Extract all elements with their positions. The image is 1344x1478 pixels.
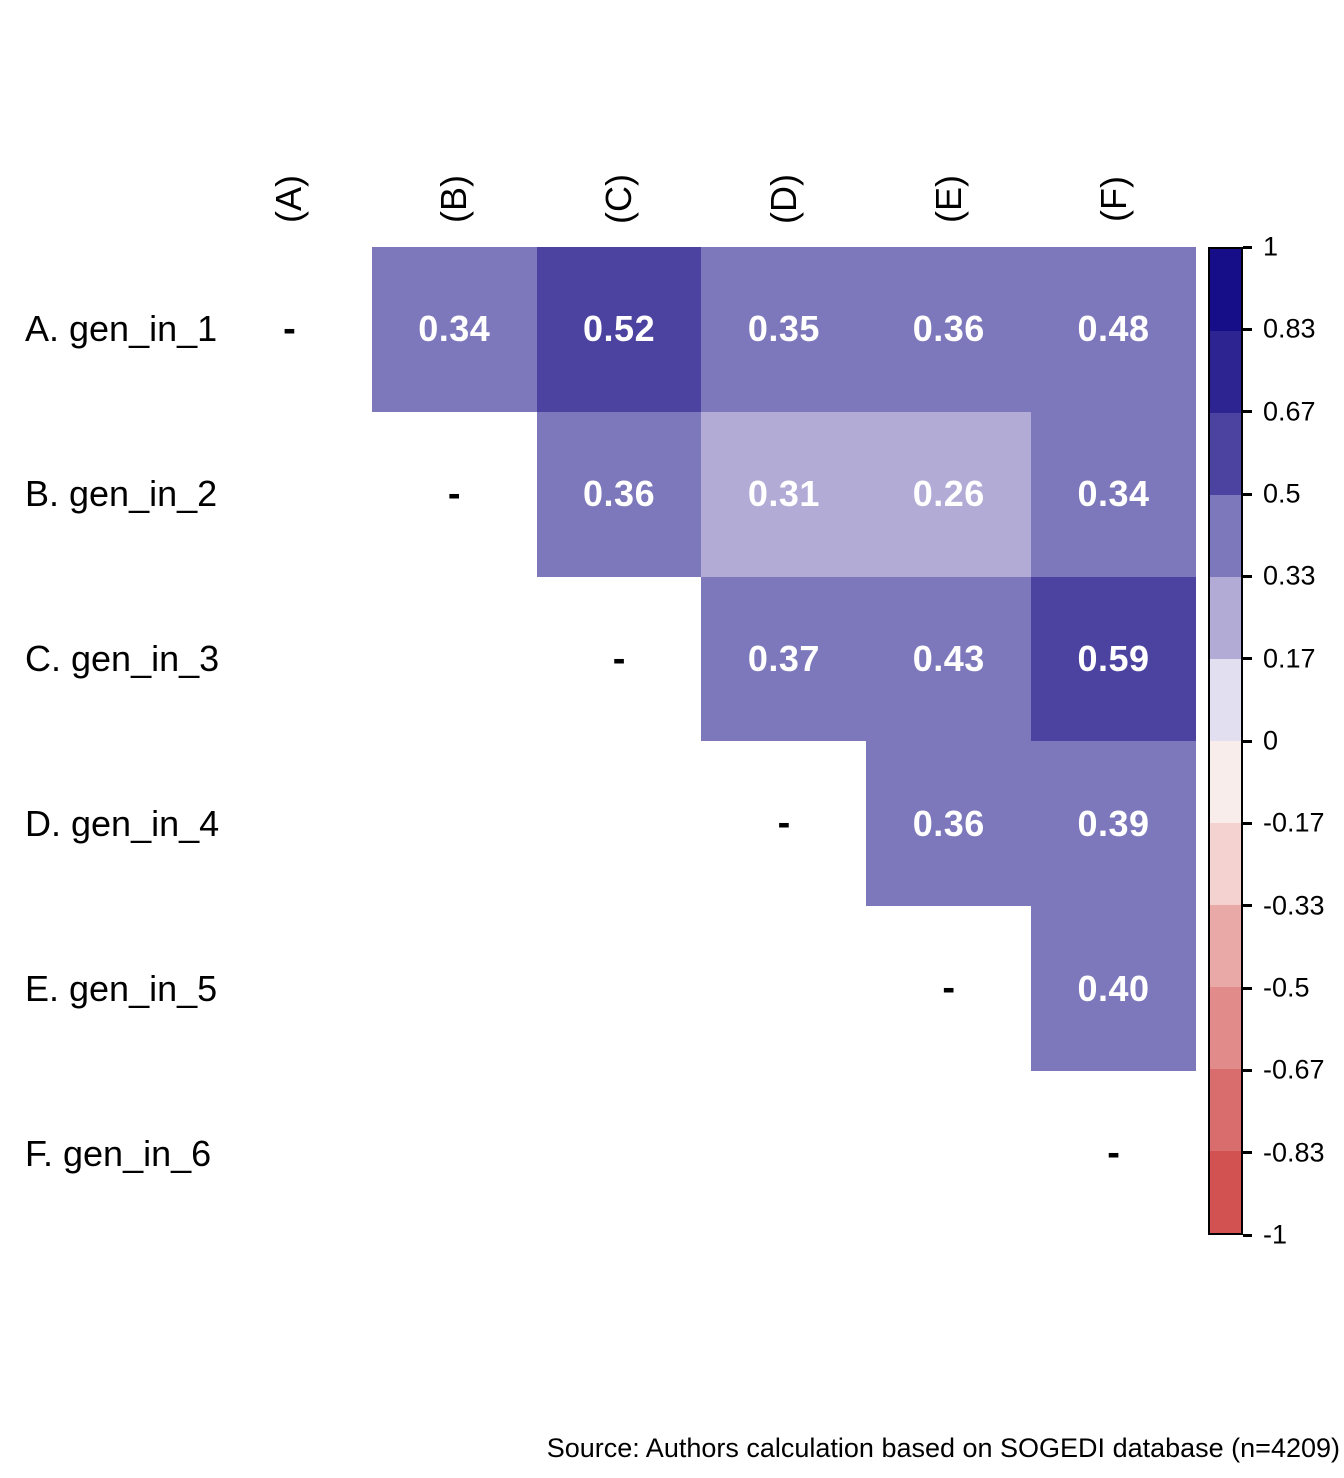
heatmap-cell: 0.36: [866, 247, 1032, 412]
colorbar-tick-label: -0.67: [1263, 1054, 1325, 1085]
cell-value: 0.34: [418, 308, 491, 350]
column-label: (D): [762, 174, 804, 224]
cell-value: 0.35: [747, 308, 820, 350]
colorbar-segment: [1210, 905, 1241, 987]
cell-value: 0.37: [747, 638, 820, 680]
heatmap-cell: 0.37: [701, 576, 867, 742]
heatmap-cell: 0.39: [1031, 741, 1196, 907]
colorbar-segment: [1210, 1151, 1241, 1233]
colorbar-segment: [1210, 741, 1241, 823]
heatmap-cell: 0.36: [536, 411, 702, 577]
colorbar-segment: [1210, 1069, 1241, 1151]
colorbar-tick-label: -0.5: [1263, 972, 1310, 1003]
diagonal-cell: -: [1031, 1071, 1196, 1236]
row-label: E. gen_in_5: [25, 967, 218, 1009]
column-label: (B): [433, 175, 475, 223]
colorbar: [1208, 247, 1243, 1235]
heatmap-cell: 0.35: [701, 247, 867, 412]
diagonal-dash: -: [942, 967, 956, 1010]
cell-value: 0.39: [1077, 802, 1150, 844]
cell-value: 0.43: [912, 638, 985, 680]
heatmap-cell: 0.43: [866, 576, 1032, 742]
colorbar-tick: [1243, 1151, 1252, 1155]
colorbar-tick: [1243, 574, 1252, 578]
colorbar-tick-label: -1: [1263, 1219, 1288, 1250]
colorbar-tick: [1243, 904, 1252, 908]
colorbar-tick-label: 1: [1263, 231, 1279, 262]
colorbar-tick: [1243, 657, 1252, 661]
colorbar-tick-label: 0.17: [1263, 643, 1316, 674]
heatmap-cell: 0.34: [1031, 411, 1196, 577]
heatmap-cell: 0.34: [371, 247, 537, 412]
cell-value: 0.40: [1077, 967, 1150, 1009]
diagonal-cell: -: [537, 577, 702, 742]
diagonal-dash: -: [283, 307, 296, 350]
heatmap-cell: 0.31: [701, 411, 867, 577]
diagonal-cell: -: [372, 412, 537, 577]
row-label: A. gen_in_1: [25, 308, 218, 350]
colorbar-tick-label: 0.33: [1263, 560, 1316, 591]
diagonal-dash: -: [447, 472, 461, 515]
heatmap-cell: 0.48: [1031, 247, 1196, 412]
colorbar-segment: [1210, 823, 1241, 905]
diagonal-cell: -: [207, 247, 372, 412]
colorbar-tick-label: -0.17: [1263, 807, 1325, 838]
cell-value: 0.34: [1077, 473, 1150, 515]
cell-value: 0.36: [583, 473, 656, 515]
cell-value: 0.36: [912, 802, 985, 844]
column-label: (F): [1092, 176, 1134, 222]
cell-value: 0.31: [747, 473, 820, 515]
row-label: F. gen_in_6: [25, 1132, 212, 1174]
colorbar-tick: [1243, 1068, 1252, 1072]
heatmap-cell: 0.59: [1031, 576, 1196, 742]
cell-value: 0.26: [912, 473, 985, 515]
colorbar-tick: [1243, 986, 1252, 990]
row-label: B. gen_in_2: [25, 473, 218, 515]
colorbar-tick: [1243, 821, 1252, 825]
colorbar-tick-label: 0: [1263, 725, 1279, 756]
column-label: (C): [598, 174, 640, 224]
heatmap-cell: 0.40: [1031, 906, 1196, 1072]
source-note: Source: Authors calculation based on SOG…: [546, 1433, 1340, 1463]
diagonal-cell: -: [701, 741, 866, 906]
colorbar-tick: [1243, 327, 1252, 331]
diagonal-cell: -: [866, 906, 1031, 1071]
colorbar-tick: [1243, 410, 1252, 414]
heatmap-cell: 0.52: [536, 247, 702, 412]
cell-value: 0.52: [583, 308, 656, 350]
colorbar-segment: [1210, 331, 1241, 413]
diagonal-dash: -: [777, 802, 791, 845]
column-label: (A): [268, 175, 310, 223]
heatmap-cell: 0.36: [866, 741, 1032, 907]
colorbar-tick-label: -0.33: [1263, 890, 1325, 921]
colorbar-segment: [1210, 495, 1241, 577]
colorbar-tick: [1243, 739, 1252, 743]
colorbar-segment: [1210, 413, 1241, 495]
colorbar-tick: [1243, 245, 1252, 249]
row-label: C. gen_in_3: [25, 638, 220, 680]
colorbar-tick-label: 0.5: [1263, 478, 1301, 509]
row-label: D. gen_in_4: [25, 802, 220, 844]
cell-value: 0.48: [1077, 308, 1150, 350]
diagonal-dash: -: [612, 637, 626, 680]
colorbar-tick-label: 0.67: [1263, 396, 1316, 427]
colorbar-tick-label: -0.83: [1263, 1137, 1325, 1168]
diagonal-dash: -: [1107, 1132, 1120, 1175]
heatmap-cell: 0.26: [866, 411, 1032, 577]
column-label: (E): [927, 175, 969, 223]
colorbar-segment: [1210, 659, 1241, 741]
colorbar-tick-label: 0.83: [1263, 313, 1316, 344]
colorbar-segment: [1210, 987, 1241, 1069]
colorbar-tick: [1243, 1233, 1252, 1237]
colorbar-segment: [1210, 249, 1241, 331]
colorbar-tick: [1243, 492, 1252, 496]
cell-value: 0.36: [912, 308, 985, 350]
cell-value: 0.59: [1077, 638, 1150, 680]
colorbar-segment: [1210, 577, 1241, 659]
